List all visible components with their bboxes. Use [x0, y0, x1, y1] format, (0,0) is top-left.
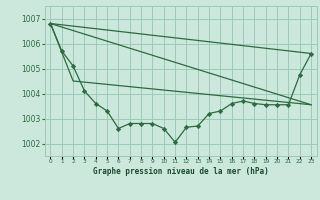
X-axis label: Graphe pression niveau de la mer (hPa): Graphe pression niveau de la mer (hPa) [93, 167, 269, 176]
